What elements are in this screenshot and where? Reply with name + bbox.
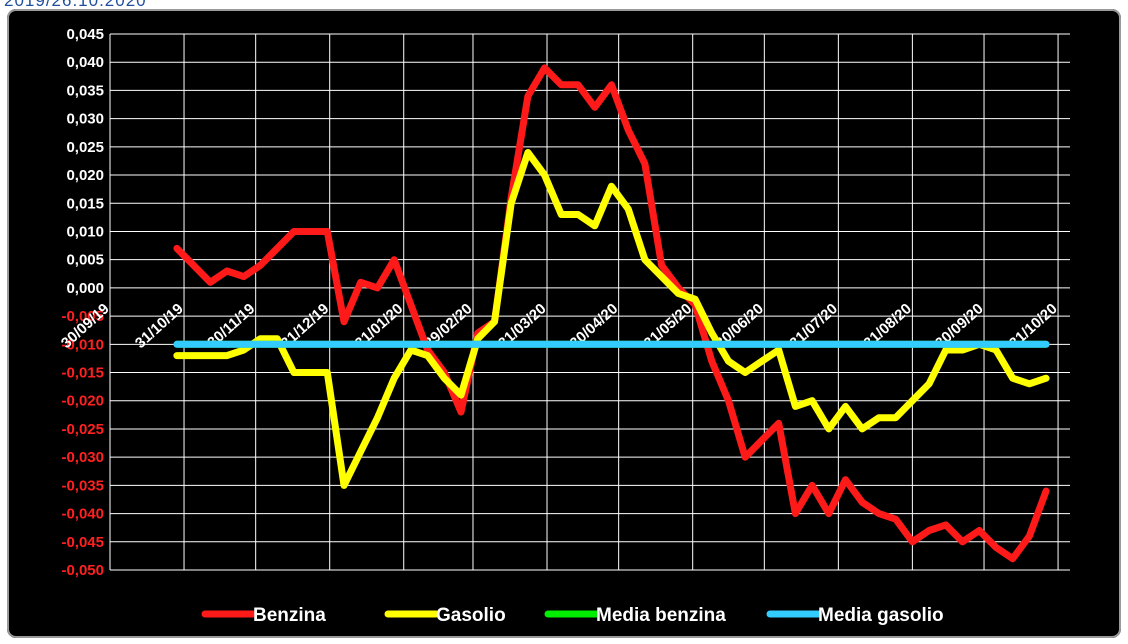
- y-tick-label: 0,045: [66, 26, 104, 43]
- y-tick-label: 0,040: [66, 54, 104, 71]
- y-tick-label: 0,005: [66, 252, 104, 269]
- y-tick-label: 0,010: [66, 223, 104, 240]
- legend-label-media-benzina: Media benzina: [596, 605, 726, 626]
- grid-layer: [109, 33, 1070, 571]
- series-line-benzina: [173, 64, 1050, 563]
- y-tick-label: 0,035: [66, 82, 104, 99]
- y-tick-label: -0,050: [61, 562, 104, 579]
- y-axis-ticks: 0,045 0,040 0,035 0,030 0,025 0,020 0,015 0,010…: [61, 26, 104, 579]
- y-tick-label: -0,030: [61, 449, 104, 466]
- legend-label-media-gasolio: Media gasolio: [818, 605, 944, 626]
- y-tick-label: -0,020: [61, 393, 104, 410]
- y-tick-label: 0,015: [66, 195, 104, 212]
- y-tick-label: -0,015: [61, 365, 104, 382]
- y-tick-label: 0,000: [66, 280, 104, 297]
- chart-frame: [7, 9, 1121, 638]
- series-layer: [173, 64, 1050, 563]
- series-line-gasolio: [173, 149, 1050, 489]
- y-tick-label: 0,020: [66, 167, 104, 184]
- y-tick-label: -0,005: [61, 308, 104, 325]
- y-tick-label: 0,030: [66, 111, 104, 128]
- legend-label-gasolio: Gasolio: [436, 605, 506, 626]
- y-tick-label: -0,045: [61, 534, 104, 551]
- y-tick-label: -0,010: [61, 336, 104, 353]
- legend: Benzina Gasolio Media benzina Media gasolio: [201, 605, 944, 626]
- top-caption: 2019/26.10.2020: [4, 0, 147, 10]
- legend-label-benzina: Benzina: [253, 605, 326, 626]
- y-tick-label: 0,025: [66, 139, 104, 156]
- y-tick-label: -0,035: [61, 477, 104, 494]
- y-tick-label: -0,025: [61, 421, 104, 438]
- y-tick-label: -0,040: [61, 506, 104, 523]
